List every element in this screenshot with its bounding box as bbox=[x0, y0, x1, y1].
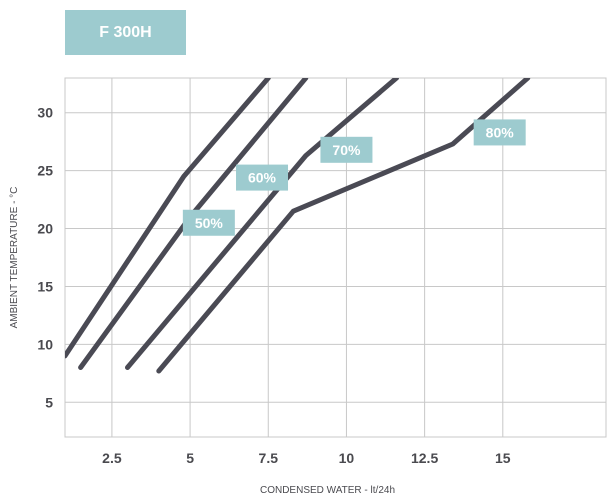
series-label-bg-70pct bbox=[320, 136, 373, 163]
series-line-80pct bbox=[156, 78, 531, 374]
chart-title: F 300H bbox=[99, 23, 152, 41]
x-tick-label-1: 5 bbox=[186, 450, 194, 466]
y-tick-label-5: 30 bbox=[37, 105, 53, 121]
y-tick-label-1: 10 bbox=[37, 336, 53, 352]
series-label-60pct: 60% bbox=[248, 170, 277, 186]
series-label-70pct: 70% bbox=[332, 142, 361, 158]
y-axis-label: AMBIENT TEMPERATURE - °C bbox=[9, 187, 20, 329]
series-line-50pct bbox=[65, 78, 271, 359]
x-tick-label-0: 2.5 bbox=[102, 450, 122, 466]
x-tick-label-2: 7.5 bbox=[259, 450, 279, 466]
series-label-bg-80pct bbox=[473, 119, 526, 146]
series-label-80pct: 80% bbox=[486, 124, 515, 140]
series-label-bg-60pct bbox=[236, 164, 289, 191]
x-axis-label: CONDENSED WATER - lt/24h bbox=[260, 485, 395, 496]
y-tick-label-4: 25 bbox=[37, 163, 53, 179]
x-tick-label-5: 15 bbox=[495, 450, 511, 466]
plot-frame bbox=[64, 77, 607, 438]
series-label-50pct: 50% bbox=[195, 215, 224, 231]
y-tick-label-0: 5 bbox=[45, 394, 53, 410]
chart-title-box: F 300H bbox=[65, 10, 186, 55]
series-label-bg-50pct bbox=[182, 209, 235, 236]
y-tick-label-3: 20 bbox=[37, 221, 53, 237]
x-tick-label-3: 10 bbox=[339, 450, 355, 466]
series-line-70pct bbox=[125, 78, 399, 370]
x-tick-label-4: 12.5 bbox=[411, 450, 438, 466]
y-tick-label-2: 15 bbox=[37, 278, 53, 294]
